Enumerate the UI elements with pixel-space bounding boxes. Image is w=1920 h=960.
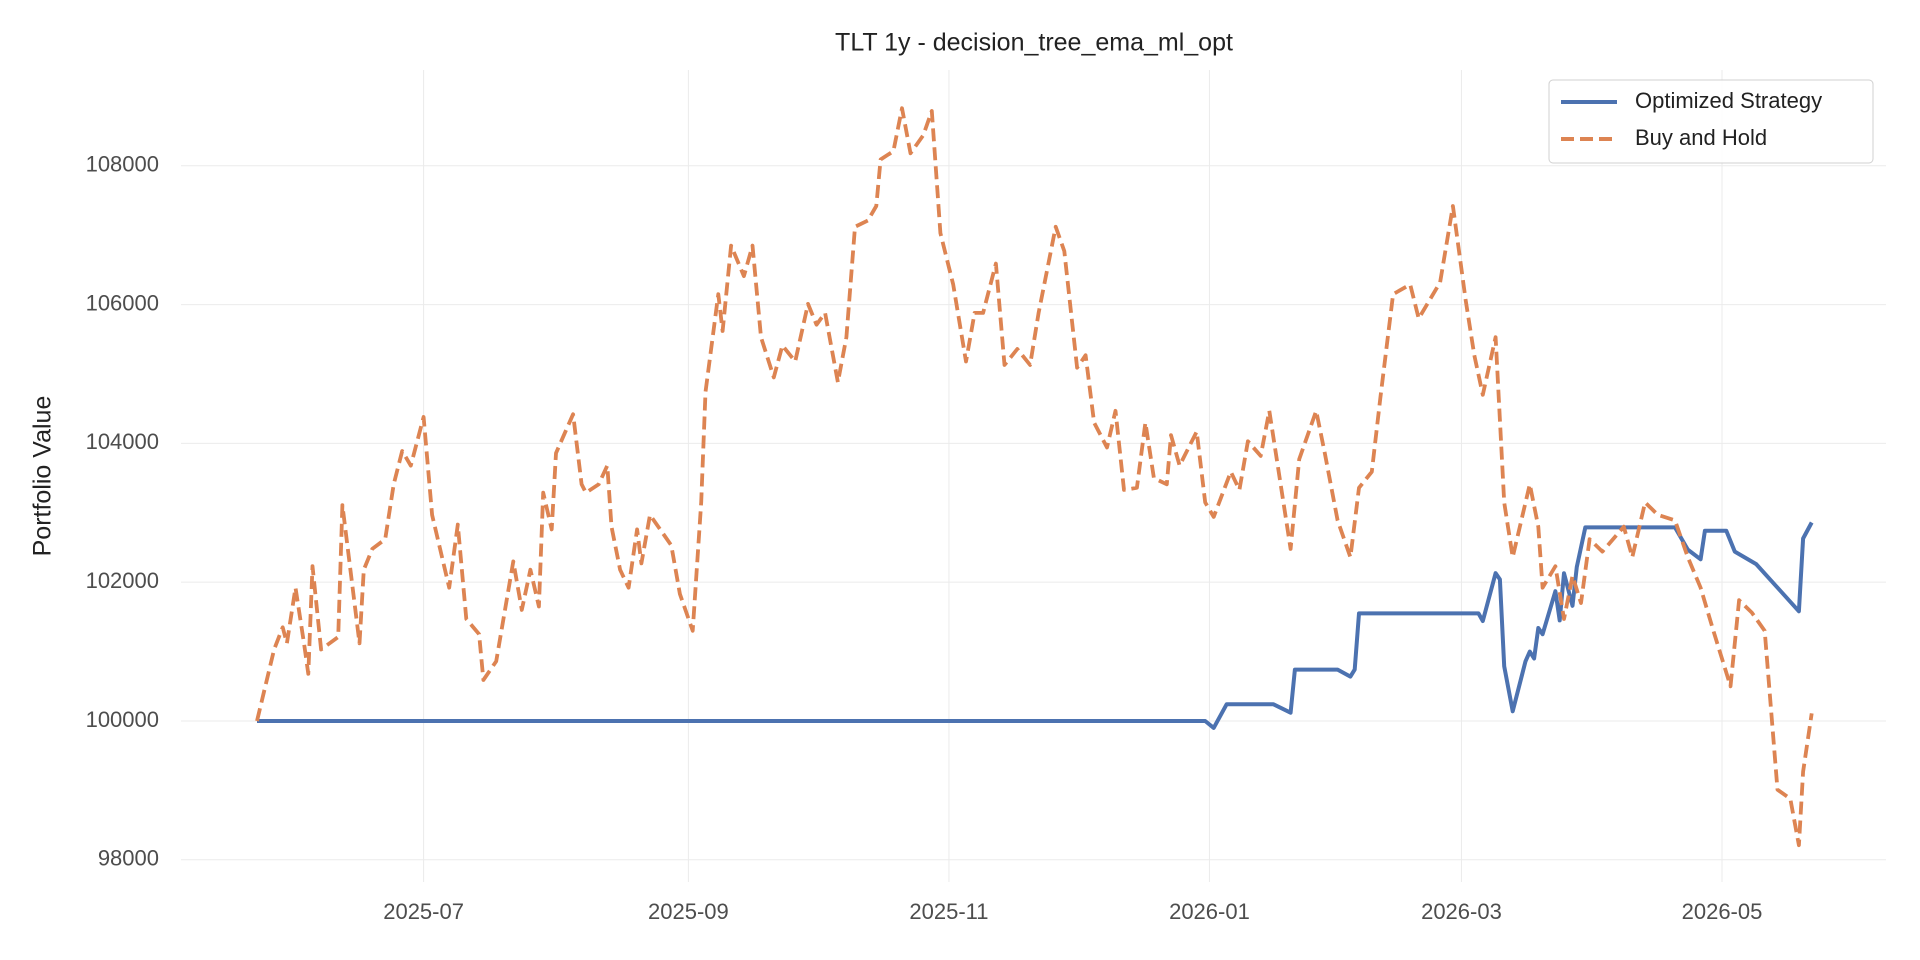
x-tick-label: 2025-11 xyxy=(909,899,988,924)
y-tick-label: 98000 xyxy=(98,846,159,871)
legend: Optimized Strategy Buy and Hold xyxy=(1548,79,1874,164)
x-tick-label: 2025-09 xyxy=(648,899,729,924)
data-line xyxy=(257,521,1814,730)
y-tick-label: 108000 xyxy=(86,152,159,177)
y-tick-label: 106000 xyxy=(86,290,159,315)
legend-box xyxy=(1548,79,1874,164)
x-tick-label: 2026-05 xyxy=(1682,899,1763,924)
data-line xyxy=(255,106,1814,848)
chart-title: TLT 1y - decision_tree_ema_ml_opt xyxy=(835,29,1233,57)
y-tick-label: 104000 xyxy=(86,429,159,454)
x-tick-label: 2026-03 xyxy=(1421,899,1502,924)
y-axis-label: Portfolio Value xyxy=(29,396,57,557)
x-tick-label: 2026-01 xyxy=(1169,899,1250,924)
legend-label: Optimized Strategy xyxy=(1635,88,1822,113)
legend-label: Buy and Hold xyxy=(1635,125,1767,150)
y-tick-label: 100000 xyxy=(86,707,159,732)
y-tick-label: 102000 xyxy=(86,568,159,593)
x-tick-label: 2025-07 xyxy=(383,899,464,924)
